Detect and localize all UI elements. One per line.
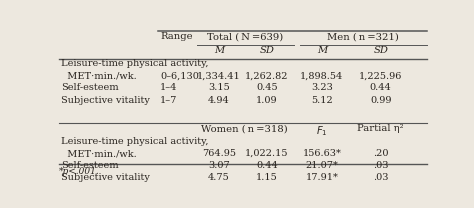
Text: 3.07: 3.07	[208, 161, 230, 170]
Text: Leisure-time physical activity,: Leisure-time physical activity,	[61, 137, 209, 146]
Text: *p<.001.: *p<.001.	[59, 167, 100, 176]
Text: Partial η²: Partial η²	[357, 124, 404, 133]
Text: .03: .03	[373, 161, 388, 170]
Text: 1.15: 1.15	[256, 173, 278, 182]
Text: 3.23: 3.23	[311, 83, 333, 92]
Text: M: M	[317, 46, 327, 55]
Text: 0.99: 0.99	[370, 96, 392, 105]
Text: 0.45: 0.45	[256, 83, 278, 92]
Text: $\mathit{F}_1$: $\mathit{F}_1$	[316, 124, 328, 138]
Text: MET·min./wk.: MET·min./wk.	[61, 149, 137, 158]
Text: Self-esteem: Self-esteem	[61, 83, 118, 92]
Text: M: M	[214, 46, 224, 55]
Text: 5.12: 5.12	[311, 96, 333, 105]
Text: 4.75: 4.75	[208, 173, 230, 182]
Text: SD: SD	[259, 46, 274, 55]
Text: 1–7: 1–7	[160, 96, 178, 105]
Text: Total ( N =639): Total ( N =639)	[207, 32, 283, 41]
Text: Subjective vitality: Subjective vitality	[61, 96, 150, 105]
Text: .20: .20	[373, 149, 388, 158]
Text: 764.95: 764.95	[202, 149, 236, 158]
Text: Men ( n =321): Men ( n =321)	[328, 32, 400, 41]
Text: 1–4: 1–4	[160, 83, 178, 92]
Text: 0–6,130: 0–6,130	[160, 71, 199, 80]
Text: SD: SD	[373, 46, 388, 55]
Text: .03: .03	[373, 173, 388, 182]
Text: 21.07*: 21.07*	[305, 161, 338, 170]
Text: 156.63*: 156.63*	[302, 149, 341, 158]
Text: 0.44: 0.44	[370, 83, 392, 92]
Text: 1,898.54: 1,898.54	[301, 71, 344, 80]
Text: 1,022.15: 1,022.15	[245, 149, 289, 158]
Text: 4.94: 4.94	[208, 96, 230, 105]
Text: Subjective vitality: Subjective vitality	[61, 173, 150, 182]
Text: 3.15: 3.15	[208, 83, 230, 92]
Text: 1,262.82: 1,262.82	[245, 71, 289, 80]
Text: 0.44: 0.44	[256, 161, 278, 170]
Text: Leisure-time physical activity,: Leisure-time physical activity,	[61, 59, 209, 68]
Text: Self-esteem: Self-esteem	[61, 161, 118, 170]
Text: 1.09: 1.09	[256, 96, 278, 105]
Text: MET·min./wk.: MET·min./wk.	[61, 71, 137, 80]
Text: Women ( n =318): Women ( n =318)	[201, 124, 288, 133]
Text: 1,225.96: 1,225.96	[359, 71, 402, 80]
Text: Range: Range	[160, 32, 193, 41]
Text: 17.91*: 17.91*	[305, 173, 338, 182]
Text: 1,334.41: 1,334.41	[197, 71, 241, 80]
